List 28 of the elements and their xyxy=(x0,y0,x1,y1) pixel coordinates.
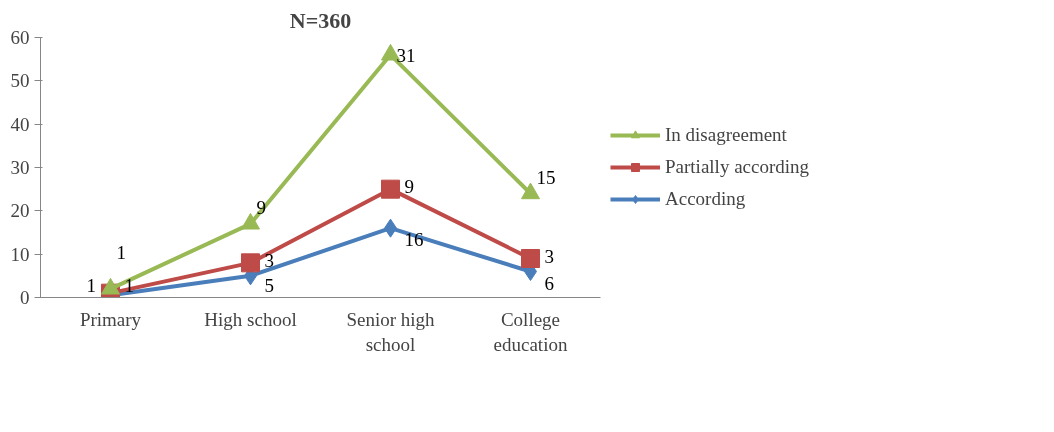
legend-label: In disagreement xyxy=(665,124,787,146)
annotation: 31 xyxy=(396,44,416,66)
annotation: 1 xyxy=(116,241,126,263)
annotation: 6 xyxy=(544,272,554,294)
point xyxy=(521,249,540,268)
point xyxy=(241,253,260,273)
point xyxy=(381,179,400,199)
x-tick-label: College education xyxy=(493,308,568,355)
y-tick-label: 60 xyxy=(10,27,30,48)
annotation: 9 xyxy=(404,176,414,198)
y-tick-label: 50 xyxy=(10,70,30,92)
chart-title: N=360 xyxy=(289,7,352,33)
y-tick-label: 30 xyxy=(10,157,30,178)
legend-label: According xyxy=(665,188,746,210)
x-tick-label: Senior high school xyxy=(346,308,436,355)
annotation: 15 xyxy=(536,166,556,188)
point xyxy=(521,182,540,200)
annotation: 5 xyxy=(264,274,274,296)
annotation: 1 xyxy=(86,274,96,296)
annotation: 3 xyxy=(264,249,274,271)
y-tick-label: 0 xyxy=(20,287,30,308)
x-tick-label: High school xyxy=(204,308,297,330)
y-tick-label: 20 xyxy=(10,200,30,222)
y-tick-label: 40 xyxy=(10,113,30,135)
y-tick-label: 10 xyxy=(10,243,30,265)
legend-label: Partially according xyxy=(665,156,810,178)
x-tick-label: Primary xyxy=(79,308,142,330)
annotation: 3 xyxy=(544,245,554,267)
